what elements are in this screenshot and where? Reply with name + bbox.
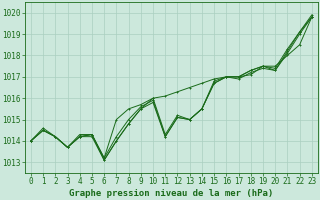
X-axis label: Graphe pression niveau de la mer (hPa): Graphe pression niveau de la mer (hPa) (69, 189, 274, 198)
